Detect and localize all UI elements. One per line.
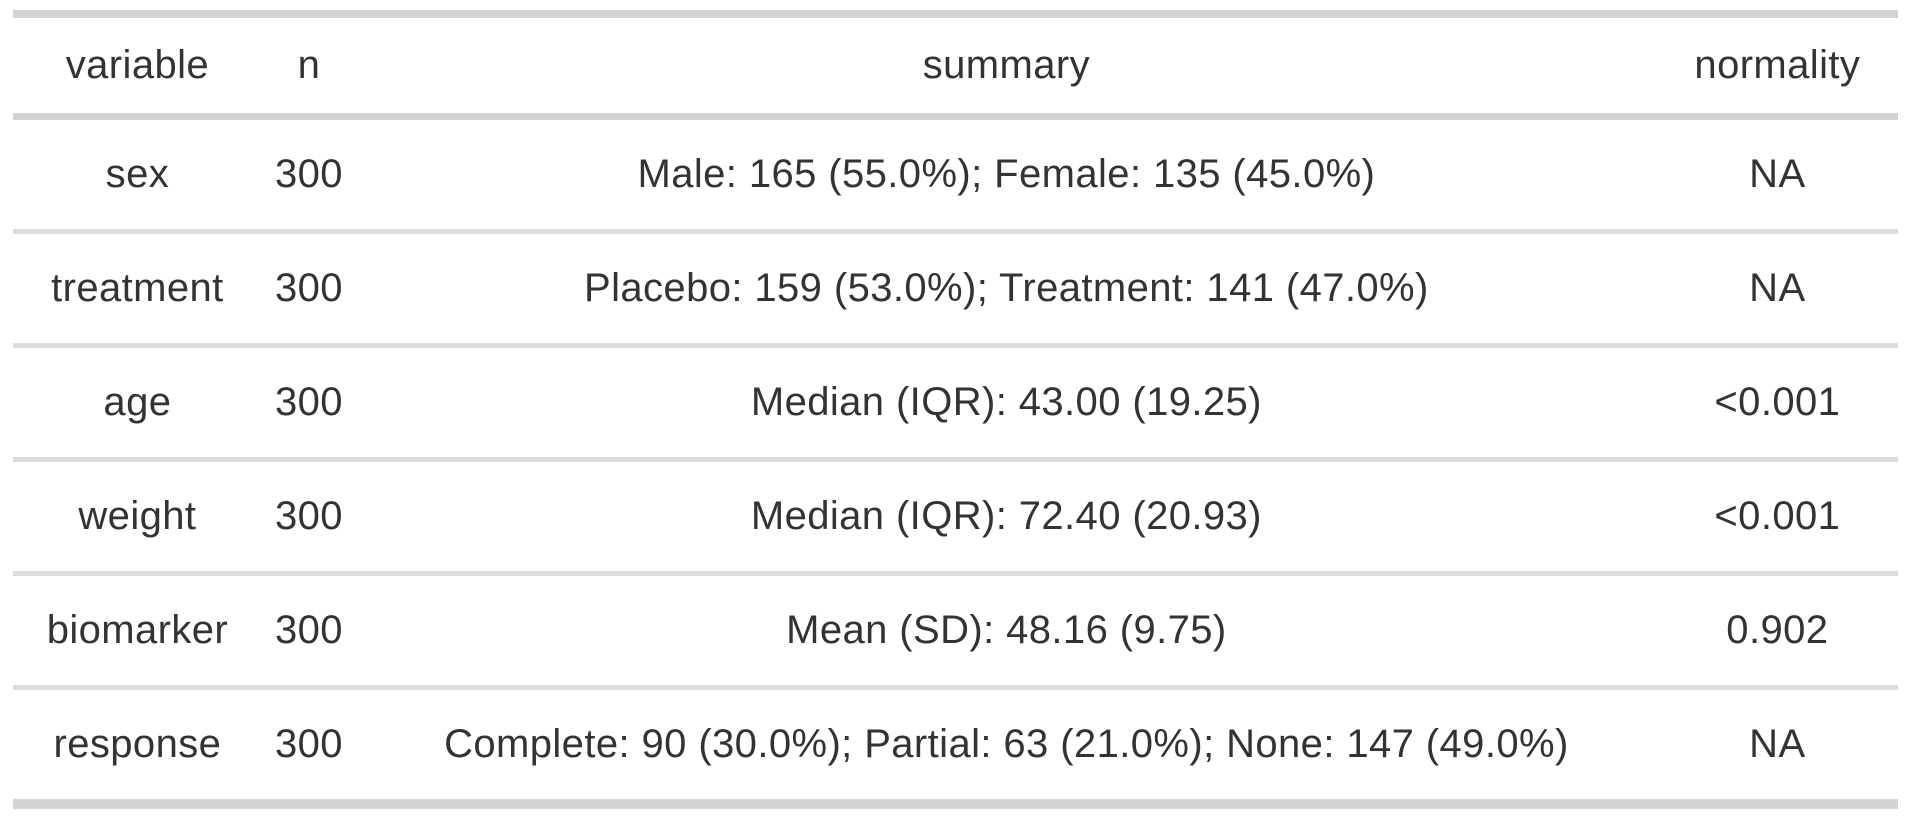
cell-summary: Male: 165 (55.0%); Female: 135 (45.0%) [637,152,1376,196]
cell-normality: NA [1749,152,1806,196]
summary-table: variable n summary normality sex 300 Mal… [13,10,1898,809]
cell-variable: response [13,685,262,804]
table-row-sex: sex 300 Male: 165 (55.0%); Female: 135 (… [13,117,1898,232]
column-header-n: n [261,14,357,120]
cell-summary: Mean (SD): 48.16 (9.75) [356,571,1657,688]
table-row-treatment: treatment 300 Placebo: 159 (53.0%); Trea… [13,229,1898,346]
cell-summary: Complete: 90 (30.0%); Partial: 63 (21.0%… [356,685,1657,804]
table-row-weight: weight 300 Median (IQR): 72.40 (20.93) <… [13,457,1898,574]
cell-variable: age [13,343,262,460]
cell-n: 300 [261,685,357,804]
cell-n: 300 [261,457,357,574]
table-row-age: age 300 Median (IQR): 43.00 (19.25) <0.0… [13,343,1898,460]
cell-n: 300 [274,152,343,196]
cell-variable: treatment [13,229,262,346]
cell-normality: NA [1656,685,1898,804]
cell-normality: <0.001 [1656,343,1898,460]
cell-n: 300 [261,571,357,688]
column-header-variable: variable [13,14,262,120]
cell-variable: biomarker [13,571,262,688]
cell-n: 300 [261,229,357,346]
cell-variable: sex [105,152,170,196]
cell-normality: NA [1656,229,1898,346]
cell-n: 300 [261,343,357,460]
cell-variable: weight [13,457,262,574]
cell-normality: 0.902 [1656,571,1898,688]
cell-summary: Median (IQR): 43.00 (19.25) [356,343,1657,460]
cell-normality: <0.001 [1656,457,1898,574]
column-header-summary: summary [356,14,1657,120]
cell-summary: Median (IQR): 72.40 (20.93) [356,457,1657,574]
column-header-normality: normality [1656,14,1898,120]
cell-summary: Placebo: 159 (53.0%); Treatment: 141 (47… [356,229,1657,346]
header-row: variable n summary normality [13,14,1898,120]
table-row-biomarker: biomarker 300 Mean (SD): 48.16 (9.75) 0.… [13,571,1898,688]
table-row-response: response 300 Complete: 90 (30.0%); Parti… [13,685,1898,804]
